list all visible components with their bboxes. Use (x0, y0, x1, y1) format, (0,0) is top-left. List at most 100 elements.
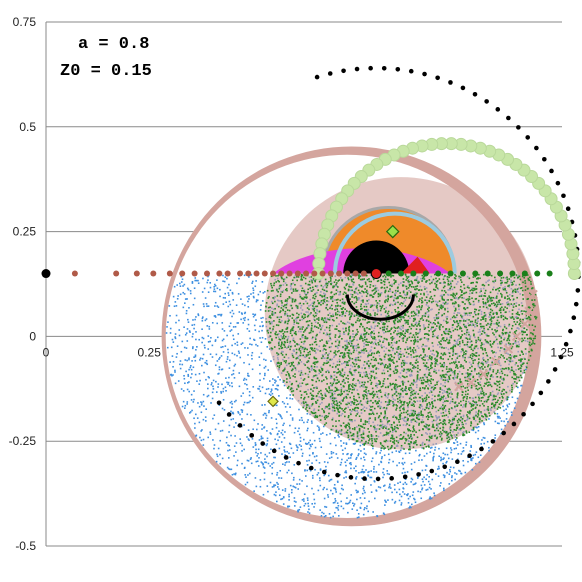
fill-dot (232, 412, 235, 415)
fill-dot (432, 456, 435, 459)
fill-dot (490, 346, 493, 348)
fill-dot (499, 376, 502, 379)
fill-dot (432, 333, 434, 335)
fill-dot (374, 357, 377, 360)
fill-dot (426, 474, 428, 476)
fill-dot (407, 280, 409, 282)
fill-dot (330, 478, 333, 481)
fill-dot (298, 483, 301, 485)
fill-dot (279, 295, 282, 298)
fill-dot (224, 345, 227, 347)
fill-dot (372, 511, 374, 513)
fill-dot (284, 490, 287, 492)
fill-dot (348, 425, 350, 428)
fill-dot (184, 359, 187, 361)
fill-dot (313, 307, 316, 310)
fill-dot (429, 447, 432, 449)
fill-dot (383, 416, 386, 418)
fill-dot (335, 289, 338, 291)
fill-dot (329, 432, 331, 435)
fill-dot (492, 280, 494, 283)
fill-dot (444, 379, 447, 382)
fill-dot (324, 345, 327, 347)
fill-dot (407, 493, 409, 495)
fill-dot (324, 515, 327, 517)
fill-dot (373, 426, 376, 429)
fill-dot (275, 281, 277, 283)
fill-dot (298, 408, 300, 411)
fill-dot (443, 332, 446, 335)
fill-dot (506, 412, 508, 415)
fill-dot (435, 424, 438, 426)
fill-dot (307, 441, 310, 444)
fill-dot (182, 285, 184, 287)
fill-dot (288, 362, 290, 365)
fill-dot (189, 290, 192, 292)
fill-dot (412, 426, 414, 429)
fill-dot (503, 409, 505, 412)
fill-dot (526, 298, 529, 301)
fill-dot (327, 494, 329, 496)
fill-dot (348, 501, 351, 504)
fill-dot (282, 280, 285, 283)
fill-dot (436, 287, 439, 290)
fill-dot (293, 332, 296, 335)
fill-dot (483, 312, 486, 314)
fill-dot (301, 316, 304, 318)
fill-dot (409, 384, 412, 387)
fill-dot (426, 381, 429, 383)
fill-dot (207, 436, 210, 439)
fill-dot (391, 359, 393, 362)
fill-dot (183, 283, 186, 286)
fill-dot (445, 447, 448, 450)
fill-dot (389, 364, 392, 366)
fill-dot (442, 462, 444, 465)
fill-dot (346, 453, 348, 456)
fill-dot (264, 365, 267, 368)
fill-dot (389, 382, 392, 385)
fill-dot (349, 462, 352, 464)
fill-dot (459, 289, 462, 291)
fill-dot (291, 299, 294, 301)
fill-dot (202, 418, 205, 421)
fill-dot (453, 361, 455, 363)
fill-dot (312, 349, 314, 352)
fill-dot (279, 284, 281, 287)
fill-dot (344, 355, 346, 358)
fill-dot (473, 401, 476, 403)
fill-dot (300, 277, 303, 279)
fill-dot (431, 362, 433, 365)
fill-dot (394, 383, 397, 386)
fill-dot (191, 347, 194, 350)
fill-dot (470, 282, 472, 284)
fill-dot (262, 414, 265, 416)
fill-dot (428, 497, 431, 500)
fill-dot (330, 282, 332, 285)
fill-dot (361, 381, 364, 384)
fill-dot (469, 396, 471, 399)
fill-dot (511, 396, 514, 399)
fill-dot (442, 452, 445, 455)
fill-dot (308, 350, 311, 353)
fill-dot (414, 401, 416, 403)
fill-dot (253, 296, 255, 299)
fill-dot (349, 427, 351, 429)
fill-dot (260, 461, 263, 463)
fill-dot (257, 423, 259, 425)
fill-dot (492, 296, 494, 299)
fill-dot (469, 354, 472, 357)
fill-dot (350, 463, 352, 466)
fill-dot (472, 349, 474, 352)
fill-dot (452, 349, 455, 351)
fill-dot (317, 319, 320, 321)
fill-dot (325, 422, 328, 424)
fill-dot (323, 515, 326, 518)
fill-dot (500, 311, 502, 314)
fill-dot (443, 347, 445, 349)
fill-dot (303, 504, 306, 507)
fill-dot (397, 306, 399, 309)
fill-dot (410, 327, 413, 330)
fill-dot (431, 331, 434, 333)
fill-dot (504, 287, 506, 290)
fill-dot (418, 454, 421, 457)
